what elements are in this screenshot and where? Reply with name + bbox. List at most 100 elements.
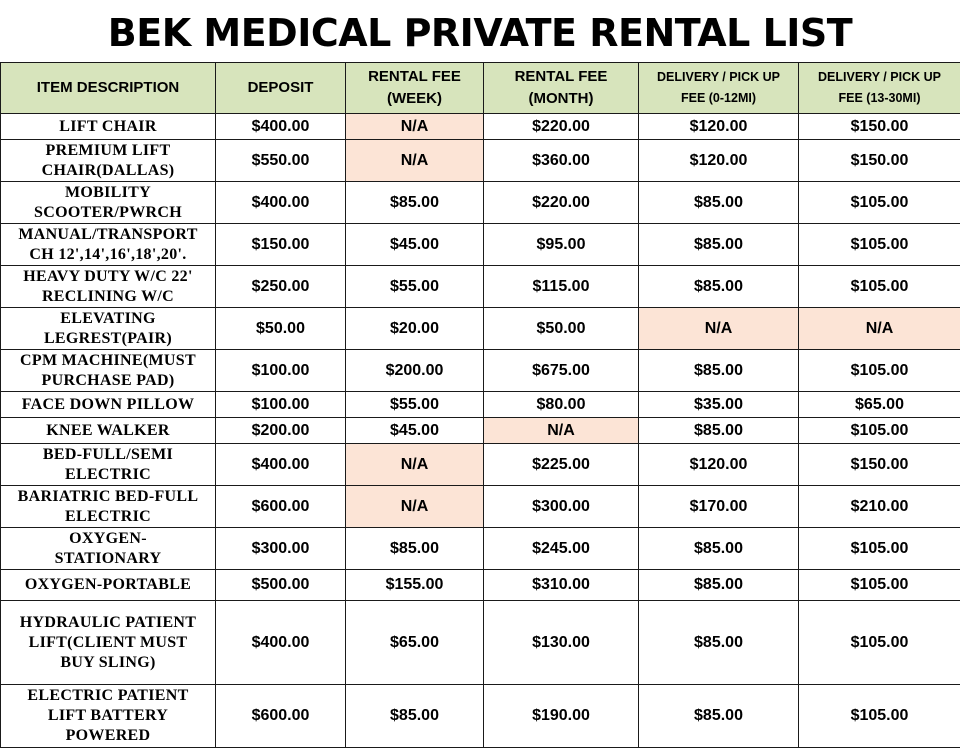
rental-fee-week-cell: $45.00 (346, 418, 484, 444)
delivery-fee-far-cell: $150.00 (799, 444, 960, 486)
deposit-cell: $500.00 (216, 570, 346, 601)
rental-fee-week-cell: $85.00 (346, 182, 484, 224)
rental-fee-week-cell: N/A (346, 486, 484, 528)
delivery-fee-far-cell: $105.00 (799, 266, 960, 308)
item-description-line: ELECTRIC (65, 466, 151, 483)
item-description-line: LIFT BATTERY (48, 707, 168, 724)
item-description-line: LIFT(CLIENT MUST (29, 634, 188, 651)
cell-value: $150.00 (252, 236, 310, 254)
table-row: FACE DOWN PILLOW$100.00$55.00$80.00$35.0… (1, 392, 960, 418)
cell-value: $300.00 (252, 540, 310, 558)
cell-value: $100.00 (252, 396, 310, 414)
item-description-line: HEAVY DUTY W/C 22' (23, 268, 192, 285)
delivery-fee-near-cell: $120.00 (639, 444, 799, 486)
item-description-cell: OXYGEN-PORTABLE (1, 570, 216, 601)
cell-value: $65.00 (390, 634, 439, 652)
deposit-cell: $50.00 (216, 308, 346, 350)
rental-fee-month-cell: $225.00 (484, 444, 639, 486)
delivery-fee-near-cell: $85.00 (639, 418, 799, 444)
header-delivery-near: DELIVERY / PICK UP FEE (0-12MI) (639, 63, 799, 114)
delivery-fee-near-cell: $85.00 (639, 570, 799, 601)
item-description-line: OXYGEN- (69, 530, 147, 547)
delivery-fee-far-cell: $105.00 (799, 350, 960, 392)
rental-fee-week-cell: $85.00 (346, 528, 484, 570)
item-description-line: PREMIUM LIFT (46, 142, 171, 159)
cell-value: $105.00 (851, 634, 909, 652)
cell-value: N/A (866, 320, 894, 338)
cell-value: $500.00 (252, 576, 310, 594)
delivery-fee-near-cell: $35.00 (639, 392, 799, 418)
table-row: OXYGEN-PORTABLE$500.00$155.00$310.00$85.… (1, 570, 960, 601)
deposit-cell: $100.00 (216, 350, 346, 392)
delivery-fee-far-cell: $105.00 (799, 418, 960, 444)
deposit-cell: $150.00 (216, 224, 346, 266)
delivery-fee-near-cell: N/A (639, 308, 799, 350)
item-description-line: ELEVATING (60, 310, 155, 327)
delivery-fee-near-cell: $85.00 (639, 224, 799, 266)
item-description-line: MOBILITY (65, 184, 151, 201)
delivery-fee-near-cell: $85.00 (639, 601, 799, 685)
cell-value: $120.00 (690, 152, 748, 170)
cell-value: $105.00 (851, 540, 909, 558)
header-label: RENTAL FEE (515, 68, 608, 85)
item-description-line: SCOOTER/PWRCH (34, 204, 182, 221)
item-description-line: BARIATRIC BED-FULL (18, 488, 199, 505)
cell-value: $55.00 (390, 278, 439, 296)
item-description-cell: OXYGEN-STATIONARY (1, 528, 216, 570)
cell-value: $250.00 (252, 278, 310, 296)
rental-fee-month-cell: $190.00 (484, 685, 639, 748)
delivery-fee-far-cell: $210.00 (799, 486, 960, 528)
rental-fee-week-cell: $65.00 (346, 601, 484, 685)
header-sublabel: (MONTH) (529, 90, 594, 107)
cell-value: $105.00 (851, 707, 909, 725)
delivery-fee-near-cell: $85.00 (639, 266, 799, 308)
header-label: ITEM DESCRIPTION (37, 79, 180, 96)
header-sublabel: FEE (13-30MI) (839, 91, 921, 105)
delivery-fee-far-cell: $105.00 (799, 528, 960, 570)
table-row: HEAVY DUTY W/C 22'RECLINING W/C$250.00$5… (1, 266, 960, 308)
cell-value: N/A (401, 456, 429, 474)
cell-value: $85.00 (694, 194, 743, 212)
rental-table: ITEM DESCRIPTION DEPOSIT RENTAL FEE (WEE… (0, 62, 960, 748)
header-label: DEPOSIT (248, 79, 314, 96)
cell-value: $55.00 (390, 396, 439, 414)
cell-value: $600.00 (252, 707, 310, 725)
rental-fee-month-cell: $675.00 (484, 350, 639, 392)
cell-value: $85.00 (694, 362, 743, 380)
delivery-fee-near-cell: $85.00 (639, 528, 799, 570)
cell-value: N/A (401, 498, 429, 516)
cell-value: $85.00 (694, 707, 743, 725)
cell-value: $105.00 (851, 576, 909, 594)
cell-value: $200.00 (386, 362, 444, 380)
delivery-fee-near-cell: $120.00 (639, 114, 799, 140)
cell-value: $400.00 (252, 118, 310, 136)
item-description-line: CH 12',14',16',18',20'. (29, 246, 186, 263)
cell-value: $190.00 (532, 707, 590, 725)
delivery-fee-far-cell: $65.00 (799, 392, 960, 418)
cell-value: $105.00 (851, 422, 909, 440)
delivery-fee-far-cell: N/A (799, 308, 960, 350)
rental-fee-month-cell: $360.00 (484, 140, 639, 182)
deposit-cell: $600.00 (216, 486, 346, 528)
cell-value: $65.00 (855, 396, 904, 414)
delivery-fee-far-cell: $150.00 (799, 140, 960, 182)
item-description-cell: MOBILITY SCOOTER/PWRCH (1, 182, 216, 224)
header-item-description: ITEM DESCRIPTION (1, 63, 216, 114)
cell-value: $170.00 (690, 498, 748, 516)
cell-value: $85.00 (694, 540, 743, 558)
cell-value: $100.00 (252, 362, 310, 380)
delivery-fee-far-cell: $105.00 (799, 601, 960, 685)
cell-value: $300.00 (532, 498, 590, 516)
rental-fee-month-cell: $130.00 (484, 601, 639, 685)
rental-fee-month-cell: $245.00 (484, 528, 639, 570)
cell-value: $360.00 (532, 152, 590, 170)
item-description-line: CPM MACHINE(MUST (20, 352, 196, 369)
table-row: OXYGEN-STATIONARY$300.00$85.00$245.00$85… (1, 528, 960, 570)
cell-value: $105.00 (851, 194, 909, 212)
